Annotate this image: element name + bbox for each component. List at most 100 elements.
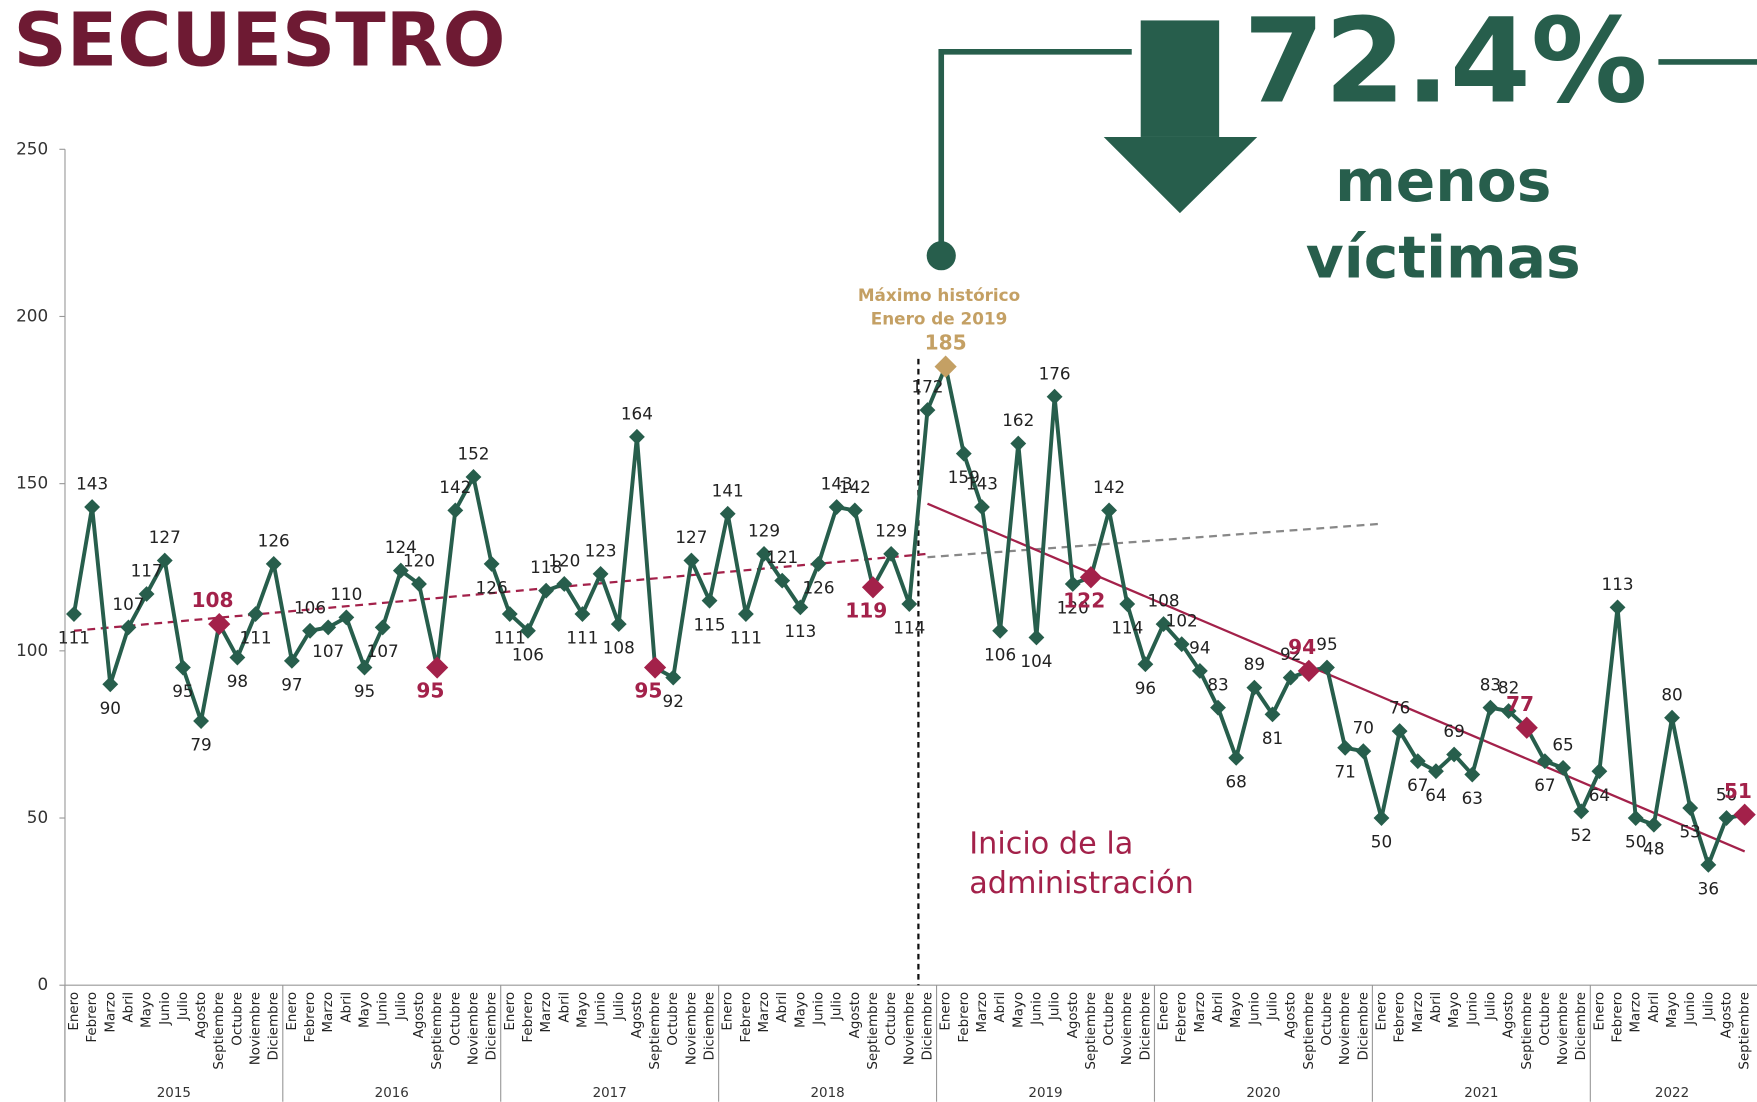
trend-line — [73, 552, 928, 632]
point — [1373, 810, 1390, 826]
point — [1046, 388, 1063, 405]
y-tick-label: 0 — [37, 974, 48, 994]
point — [1609, 599, 1626, 616]
point — [1591, 763, 1608, 780]
point — [1733, 803, 1756, 826]
x-tick-label: Diciembre — [267, 992, 282, 1061]
x-tick-label: Abril — [121, 992, 136, 1023]
point — [320, 619, 337, 636]
x-tick-label: Abril — [1647, 992, 1662, 1023]
x-tick-label: Agosto — [1720, 992, 1735, 1038]
x-tick-label: Agosto — [848, 992, 863, 1038]
data-label: 70 — [1353, 718, 1374, 738]
x-tick-label: Enero — [1592, 992, 1607, 1031]
x-tick-label: Junio — [812, 992, 827, 1026]
x-tick-label: Enero — [939, 992, 954, 1031]
point — [174, 659, 191, 676]
x-tick-label: Agosto — [1284, 992, 1299, 1038]
x-tick-label: Septiembre — [866, 992, 881, 1070]
x-tick-label: Abril — [557, 992, 572, 1023]
x-tick-label: Abril — [993, 992, 1008, 1023]
x-tick-label: Febrero — [1611, 992, 1626, 1043]
x-tick-label: Junio — [158, 992, 173, 1026]
point — [302, 622, 318, 639]
x-tick-label: Septiembre — [1302, 992, 1317, 1070]
x-tick-label: Abril — [1211, 992, 1226, 1023]
x-tick-label: Octubre — [1538, 992, 1553, 1046]
x-tick-label: Mayo — [1665, 992, 1680, 1028]
x-tick-label: Diciembre — [703, 992, 718, 1061]
point — [774, 572, 791, 589]
point — [1645, 816, 1662, 833]
point — [229, 649, 246, 666]
x-tick-label: Abril — [339, 992, 354, 1023]
x-tick-label: Mayo — [1447, 992, 1462, 1028]
data-label: 123 — [585, 541, 617, 561]
point — [574, 606, 591, 622]
point — [628, 428, 645, 445]
data-label: 94 — [1189, 637, 1210, 657]
data-label: 110 — [330, 584, 362, 604]
point — [156, 552, 173, 569]
x-tick-label: Febrero — [1175, 992, 1190, 1043]
data-label: 63 — [1462, 788, 1483, 808]
point — [756, 545, 772, 562]
point — [1137, 656, 1154, 673]
point — [1536, 753, 1553, 770]
point — [810, 555, 827, 572]
data-label: 107 — [367, 641, 399, 661]
x-tick-label: Julio — [1266, 992, 1281, 1021]
data-label: 114 — [893, 618, 925, 638]
data-label: 90 — [100, 698, 121, 718]
data-label: 113 — [784, 621, 816, 641]
point — [1191, 662, 1208, 679]
point — [1446, 746, 1463, 763]
data-label: 126 — [258, 530, 290, 550]
point — [374, 619, 391, 636]
data-label: 124 — [385, 537, 417, 557]
x-tick-label: Diciembre — [920, 992, 935, 1061]
point — [992, 622, 1009, 639]
x-tick-label: Noviembre — [249, 992, 264, 1065]
x-tick-label: Mayo — [575, 992, 590, 1028]
point — [120, 619, 137, 636]
point — [447, 502, 464, 519]
x-tick-label: Septiembre — [1084, 992, 1099, 1070]
data-label: 89 — [1244, 654, 1265, 674]
data-label: 118 — [530, 557, 562, 577]
data-label: 80 — [1661, 684, 1682, 704]
data-label: 126 — [802, 578, 834, 598]
x-tick-label: Octubre — [230, 992, 245, 1046]
data-label: 159 — [948, 467, 980, 487]
x-tick-label: Marzo — [1629, 992, 1644, 1033]
x-tick-label: Enero — [503, 992, 518, 1031]
x-tick-label: Marzo — [757, 992, 772, 1033]
x-tick-label: Julio — [1701, 992, 1716, 1021]
y-tick-label: 50 — [27, 807, 48, 827]
x-tick-label: Diciembre — [1138, 992, 1153, 1061]
point — [1228, 749, 1245, 766]
x-tick-label: Enero — [721, 992, 736, 1031]
x-tick-label: Junio — [1683, 992, 1698, 1026]
point — [1355, 743, 1372, 760]
x-tick-label: Febrero — [85, 992, 100, 1043]
x-tick-label: Abril — [775, 992, 790, 1023]
x-tick-label: Junio — [1465, 992, 1480, 1026]
x-tick-label: Enero — [1374, 992, 1389, 1031]
x-tick-label: Agosto — [194, 992, 209, 1038]
headline-sub: menos — [1335, 147, 1551, 215]
x-tick-label: Junio — [594, 992, 609, 1026]
data-label: 108 — [603, 638, 635, 658]
data-label: 120 — [403, 551, 435, 571]
x-tick-label: Septiembre — [212, 992, 227, 1070]
data-label: 142 — [1093, 477, 1125, 497]
year-label: 2017 — [593, 1086, 627, 1101]
x-tick-label: Noviembre — [1120, 992, 1135, 1065]
x-tick-label: Enero — [67, 992, 82, 1031]
point — [426, 656, 449, 679]
year-label: 2018 — [810, 1086, 844, 1101]
y-tick-label: 250 — [16, 138, 48, 158]
data-label: 95 — [1316, 634, 1337, 654]
point — [520, 622, 536, 639]
x-tick-label: Julio — [1048, 992, 1063, 1021]
